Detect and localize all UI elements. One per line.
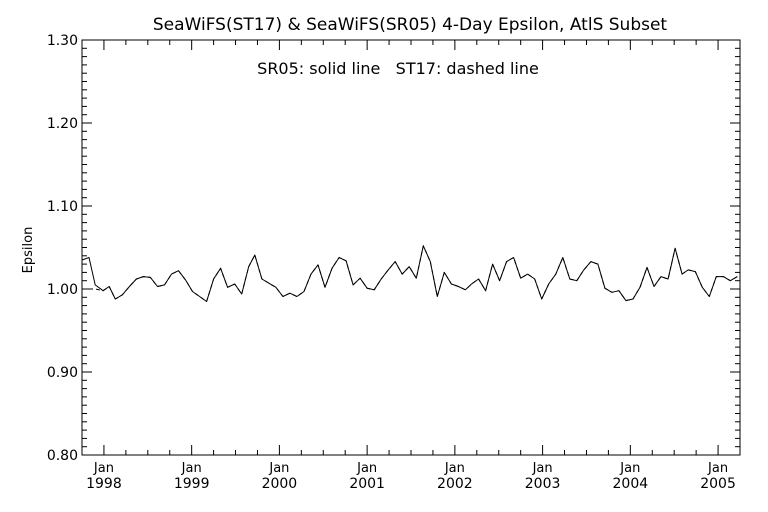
x-tick-month-label: Jan <box>444 461 465 476</box>
x-tick-month-label: Jan <box>93 461 114 476</box>
x-tick-month-label: Jan <box>356 461 377 476</box>
y-axis-ticks: 0.80 0.90 1.00 1.10 1.20 1.30 <box>47 33 740 464</box>
y-tick-label: 1.10 <box>47 199 78 215</box>
x-tick-month-label: Jan <box>619 461 640 476</box>
plot-frame <box>81 39 741 456</box>
series-layer <box>81 245 738 302</box>
x-tick-year-label: 2000 <box>262 476 298 492</box>
y-tick-label: 0.80 <box>47 448 78 464</box>
line-style-annotation: SR05: solid line ST17: dashed line <box>257 59 539 78</box>
y-tick-label: 1.00 <box>47 282 78 298</box>
x-tick-month-label: Jan <box>181 461 202 476</box>
x-tick-year-label: 2004 <box>613 476 649 492</box>
y-tick-label: 1.30 <box>47 33 78 49</box>
x-tick-year-label: 1998 <box>86 476 122 492</box>
x-tick-year-label: 2002 <box>437 476 473 492</box>
y-tick-label: 1.20 <box>47 116 78 132</box>
x-tick-year-label: 2003 <box>525 476 561 492</box>
x-tick-month-label: Jan <box>707 461 728 476</box>
x-tick-month-label: Jan <box>268 461 289 476</box>
y-tick-label: 0.90 <box>47 365 78 381</box>
series-line-sr05 <box>81 245 738 302</box>
x-tick-month-label: Jan <box>532 461 553 476</box>
x-tick-year-label: 2005 <box>700 476 736 492</box>
chart-title: SeaWiFS(ST17) & SeaWiFS(SR05) 4-Day Epsi… <box>153 15 668 35</box>
x-axis-ticks: Jan1998Jan1999Jan2000Jan2001Jan2002Jan20… <box>81 40 741 492</box>
x-tick-year-label: 1999 <box>174 476 210 492</box>
y-axis-label: Epsilon <box>21 227 36 274</box>
x-tick-year-label: 2001 <box>349 476 385 492</box>
